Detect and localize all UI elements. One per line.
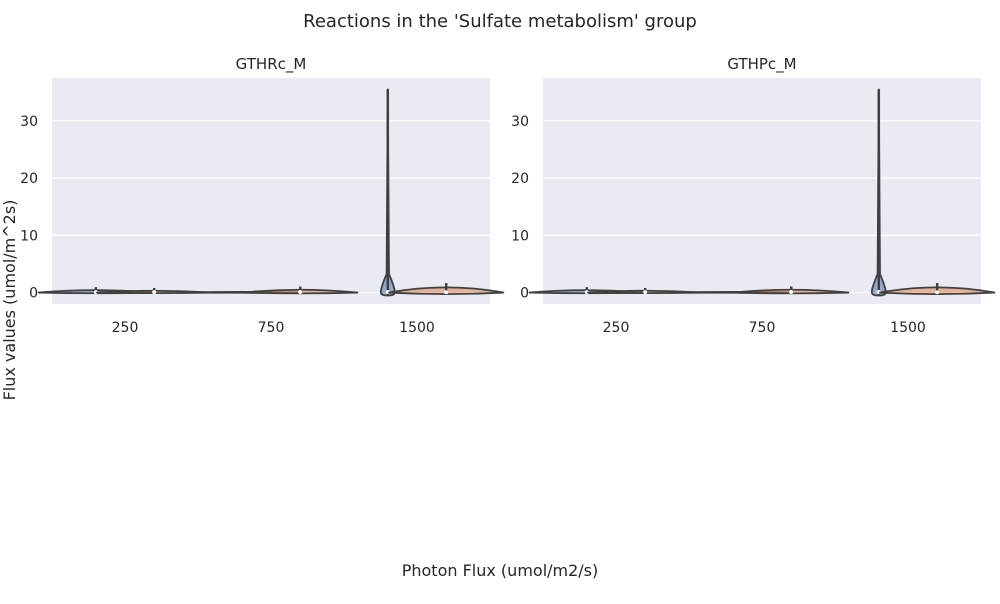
- y-tick-label: 10: [511, 228, 529, 244]
- x-tick-label: 1500: [399, 320, 435, 336]
- y-tick-label: 30: [511, 114, 529, 130]
- panels: GTHRc_M 0 10 20 30 250 750 1500 GTHPc_M 0 10 20 30 25…: [20, 55, 996, 336]
- violin-median: [789, 289, 794, 294]
- x-tick-label: 750: [258, 320, 285, 336]
- x-tick-label: 250: [112, 320, 139, 336]
- y-axis-label: Flux values (umol/m^2s): [0, 200, 19, 401]
- violin-median: [444, 290, 449, 295]
- panel-background: [52, 78, 490, 304]
- violin-median: [298, 289, 303, 294]
- panel-title: GTHRc_M: [236, 55, 307, 74]
- x-tick-label: 1500: [890, 320, 926, 336]
- x-axis-label: Photon Flux (umol/m2/s): [402, 561, 599, 580]
- violin-median: [643, 290, 648, 295]
- y-tick-label: 20: [511, 171, 529, 187]
- violin-median: [935, 290, 940, 295]
- panel-title: GTHPc_M: [727, 55, 796, 74]
- y-tick-label: 10: [20, 228, 38, 244]
- figure-title: Reactions in the 'Sulfate metabolism' gr…: [303, 11, 697, 32]
- y-tick-label: 20: [20, 171, 38, 187]
- panel-background: [543, 78, 981, 304]
- x-tick-label: 250: [603, 320, 630, 336]
- y-tick-label: 30: [20, 114, 38, 130]
- panel-2: GTHPc_M 0 10 20 30 250 750 1500: [511, 55, 996, 336]
- y-tick-label: 0: [520, 286, 529, 302]
- panel-1: GTHRc_M 0 10 20 30 250 750 1500: [20, 55, 505, 336]
- violin-median: [152, 290, 157, 295]
- x-tick-label: 750: [749, 320, 776, 336]
- y-tick-label: 0: [29, 286, 38, 302]
